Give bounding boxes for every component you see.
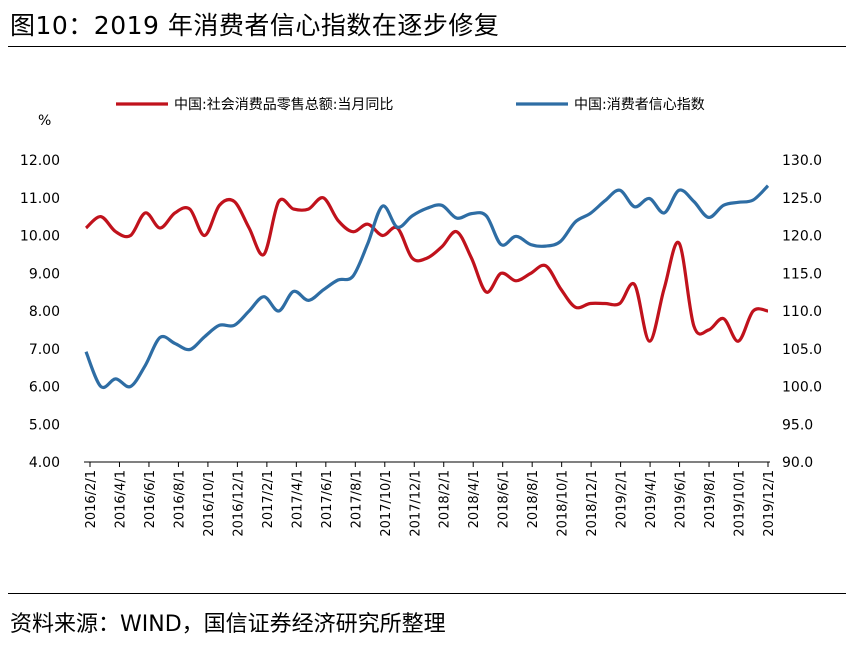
- right-tick-label: 110.0: [782, 304, 822, 320]
- left-tick-label: 12.00: [20, 153, 60, 169]
- x-tick-label: 2018/12/1: [585, 470, 600, 537]
- retail-sales-yoy-line: [84, 196, 769, 343]
- left-tick-label: 7.00: [29, 342, 60, 358]
- series-lines: [84, 184, 770, 390]
- legend-label: 中国:社会消费品零售总额:当月同比: [174, 97, 393, 113]
- x-tick-label: 2019/10/1: [733, 470, 748, 537]
- right-tick-label: 125.0: [782, 191, 822, 207]
- legend: 中国:社会消费品零售总额:当月同比 中国:消费者信心指数: [116, 97, 705, 113]
- x-tick-label: 2019/6/1: [674, 470, 689, 528]
- x-tick-label: 2016/4/1: [113, 470, 128, 528]
- x-tick-label: 2017/8/1: [349, 470, 364, 528]
- x-tick-label: 2018/10/1: [556, 470, 571, 537]
- x-tick-label: 2017/2/1: [261, 470, 276, 528]
- x-tick-label: 2017/6/1: [320, 470, 335, 528]
- x-axis-ticks: 2016/2/1 2016/4/1 2016/6/1 2016/8/1 2016/10/…: [84, 462, 777, 537]
- left-tick-label: 10.00: [20, 229, 60, 245]
- x-tick-label: 2016/6/1: [143, 470, 158, 528]
- left-tick-label: 9.00: [29, 266, 60, 282]
- left-tick-label: 11.00: [20, 191, 60, 207]
- line-chart: 中国:社会消费品零售总额:当月同比 中国:消费者信心指数 % 4.00 5.00 6.…: [20, 97, 822, 537]
- right-tick-label: 100.0: [782, 380, 822, 396]
- right-tick-label: 130.0: [782, 153, 822, 169]
- x-tick-label: 2018/8/1: [526, 470, 541, 528]
- right-tick-label: 90.0: [782, 455, 813, 471]
- right-tick-label: 105.0: [782, 342, 822, 358]
- left-axis-unit: %: [38, 113, 51, 129]
- right-axis-ticks: 90.0 95.0 100.0 105.0 110.0 115.0 120.0 125.0 13…: [782, 153, 822, 471]
- consumer-confidence-line: [84, 184, 770, 390]
- left-tick-label: 6.00: [29, 380, 60, 396]
- right-tick-label: 95.0: [782, 417, 813, 433]
- right-tick-label: 120.0: [782, 229, 822, 245]
- left-tick-label: 8.00: [29, 304, 60, 320]
- left-tick-label: 5.00: [29, 417, 60, 433]
- source-rule: [8, 593, 846, 594]
- figure-title: 图10：2019 年消费者信心指数在逐步修复: [10, 11, 500, 40]
- x-tick-label: 2019/4/1: [644, 470, 659, 528]
- left-tick-label: 4.00: [29, 455, 60, 471]
- right-tick-label: 115.0: [782, 266, 822, 282]
- x-tick-label: 2016/2/1: [84, 470, 99, 528]
- x-tick-label: 2018/6/1: [497, 470, 512, 528]
- x-tick-label: 2016/12/1: [231, 470, 246, 537]
- x-tick-label: 2017/4/1: [290, 470, 305, 528]
- x-tick-label: 2019/2/1: [615, 470, 630, 528]
- x-tick-label: 2018/2/1: [438, 470, 453, 528]
- x-tick-label: 2016/10/1: [202, 470, 217, 537]
- source-note: 资料来源：WIND，国信证券经济研究所整理: [10, 612, 446, 637]
- x-tick-label: 2019/12/1: [762, 470, 777, 537]
- x-tick-label: 2019/8/1: [703, 470, 718, 528]
- x-tick-label: 2017/12/1: [408, 470, 423, 537]
- x-tick-label: 2017/10/1: [379, 470, 394, 537]
- title-rule: [8, 46, 846, 47]
- x-tick-label: 2016/8/1: [172, 470, 187, 528]
- legend-label: 中国:消费者信心指数: [574, 97, 705, 113]
- x-tick-label: 2018/4/1: [467, 470, 482, 528]
- left-axis-ticks: 4.00 5.00 6.00 7.00 8.00 9.00 10.00 11.00 12.00: [20, 153, 60, 471]
